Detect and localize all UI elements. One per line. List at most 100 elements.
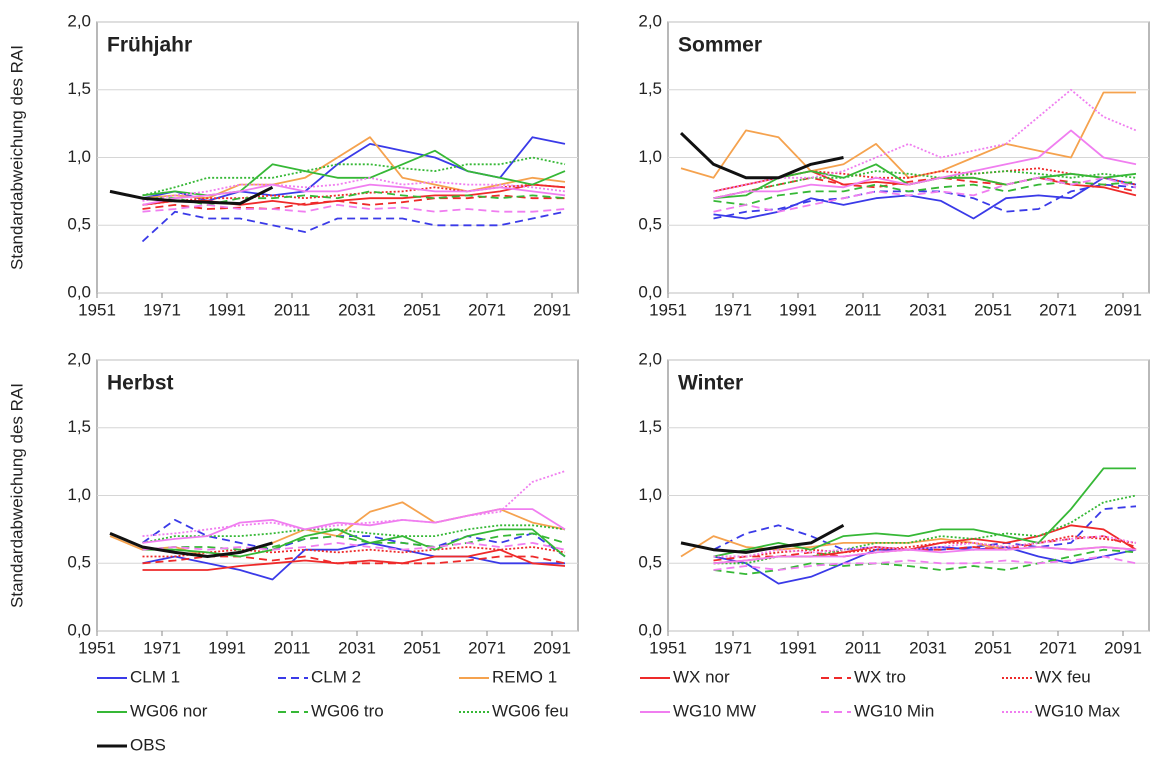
series-line xyxy=(713,555,1137,571)
series-line xyxy=(142,532,566,551)
series-line xyxy=(713,176,1137,200)
series-line xyxy=(679,132,844,180)
x-tick-label: 2071 xyxy=(1039,638,1077,657)
x-tick-label: 1951 xyxy=(78,638,116,657)
series-line xyxy=(142,548,566,571)
series-line xyxy=(713,181,1137,206)
x-tick-label: 2031 xyxy=(338,638,376,657)
legend-label: WG10 Min xyxy=(854,701,934,720)
x-tick-label: 2011 xyxy=(845,300,882,319)
y-tick-label: 1,0 xyxy=(67,147,91,166)
series-line xyxy=(713,129,1137,200)
series-line xyxy=(713,467,1136,558)
x-tick-label: 2031 xyxy=(909,300,947,319)
series-line xyxy=(142,542,566,551)
x-tick-label: 1971 xyxy=(714,300,752,319)
y-tick-label: 0,0 xyxy=(67,282,91,301)
series-line xyxy=(142,176,566,202)
legend-label: WG06 feu xyxy=(492,701,569,720)
legend-label: WX tro xyxy=(854,667,906,686)
legend-label: CLM 1 xyxy=(130,667,180,686)
y-tick-label: 0,0 xyxy=(67,620,91,639)
series-line xyxy=(141,210,566,243)
y-tick-label: 1,5 xyxy=(67,417,91,436)
y-tick-label: 1,5 xyxy=(638,417,662,436)
series-line xyxy=(680,523,845,554)
x-tick-label: 1971 xyxy=(714,638,752,657)
x-tick-label: 2051 xyxy=(403,638,441,657)
legend-label: WG10 MW xyxy=(673,701,756,720)
series-line xyxy=(713,176,1137,220)
series-line xyxy=(713,535,1137,558)
y-tick-label: 0,0 xyxy=(638,282,662,301)
x-tick-label: 2011 xyxy=(274,300,311,319)
x-tick-label: 2051 xyxy=(974,638,1012,657)
x-tick-label: 2071 xyxy=(1039,300,1077,319)
legend-label: WG06 tro xyxy=(311,701,384,720)
y-tick-label: 0,0 xyxy=(638,620,662,639)
series-line xyxy=(142,156,566,197)
x-tick-label: 2091 xyxy=(1104,300,1142,319)
panel-title: Sommer xyxy=(678,34,762,57)
x-tick-label: 2091 xyxy=(533,300,571,319)
panel-title: Frühjahr xyxy=(107,34,192,57)
x-tick-label: 2011 xyxy=(845,638,882,657)
x-tick-label: 1991 xyxy=(779,638,817,657)
y-tick-label: 0,5 xyxy=(67,553,91,572)
series-line xyxy=(142,524,566,544)
x-tick-label: 2071 xyxy=(468,638,506,657)
x-tick-label: 1951 xyxy=(649,300,687,319)
x-tick-label: 1991 xyxy=(208,638,246,657)
y-tick-label: 0,5 xyxy=(67,215,91,234)
x-tick-label: 2011 xyxy=(274,638,311,657)
series-line xyxy=(142,528,566,558)
legend-label: WG10 Max xyxy=(1035,701,1121,720)
x-tick-label: 1991 xyxy=(779,300,817,319)
series-line xyxy=(713,183,1137,220)
series-line xyxy=(142,183,566,206)
y-tick-label: 2,0 xyxy=(67,11,91,30)
x-tick-label: 2031 xyxy=(338,300,376,319)
y-tick-label: 1,5 xyxy=(67,79,91,98)
x-tick-label: 1951 xyxy=(649,638,687,657)
x-tick-label: 1971 xyxy=(143,638,181,657)
y-tick-label: 1,0 xyxy=(67,485,91,504)
x-tick-label: 2091 xyxy=(1104,638,1142,657)
y-tick-label: 0,5 xyxy=(638,553,662,572)
series-line xyxy=(713,546,1137,565)
x-tick-label: 2051 xyxy=(974,300,1012,319)
y-axis-label: Standardabweichung des RAI xyxy=(7,45,26,270)
series-line xyxy=(109,185,274,206)
legend-label: OBS xyxy=(130,735,166,754)
series-line xyxy=(109,136,566,200)
legend-label: REMO 1 xyxy=(492,667,557,686)
x-tick-label: 1991 xyxy=(208,300,246,319)
series-line xyxy=(713,494,1137,565)
x-tick-label: 2051 xyxy=(403,300,441,319)
panel-title: Winter xyxy=(678,372,743,395)
x-tick-label: 1951 xyxy=(78,300,116,319)
x-tick-label: 2091 xyxy=(533,638,571,657)
series-line xyxy=(713,176,1137,213)
y-axis-label: Standardabweichung des RAI xyxy=(7,383,26,608)
x-tick-label: 1971 xyxy=(143,300,181,319)
series-line xyxy=(142,542,565,581)
y-tick-label: 1,0 xyxy=(638,485,662,504)
y-tick-label: 2,0 xyxy=(638,349,662,368)
x-tick-label: 2031 xyxy=(909,638,947,657)
series-line xyxy=(142,470,566,537)
y-tick-label: 2,0 xyxy=(67,349,91,368)
legend-label: WG06 nor xyxy=(130,701,208,720)
series-line xyxy=(142,204,566,213)
legend-label: WX feu xyxy=(1035,667,1091,686)
series-line xyxy=(713,535,1137,558)
series-line xyxy=(142,546,566,558)
panel-title: Herbst xyxy=(107,372,174,395)
series-line xyxy=(142,194,565,210)
y-tick-label: 2,0 xyxy=(638,11,662,30)
series-line xyxy=(713,88,1137,193)
y-tick-label: 0,5 xyxy=(638,215,662,234)
y-tick-label: 1,5 xyxy=(638,79,662,98)
series-line xyxy=(109,532,273,558)
